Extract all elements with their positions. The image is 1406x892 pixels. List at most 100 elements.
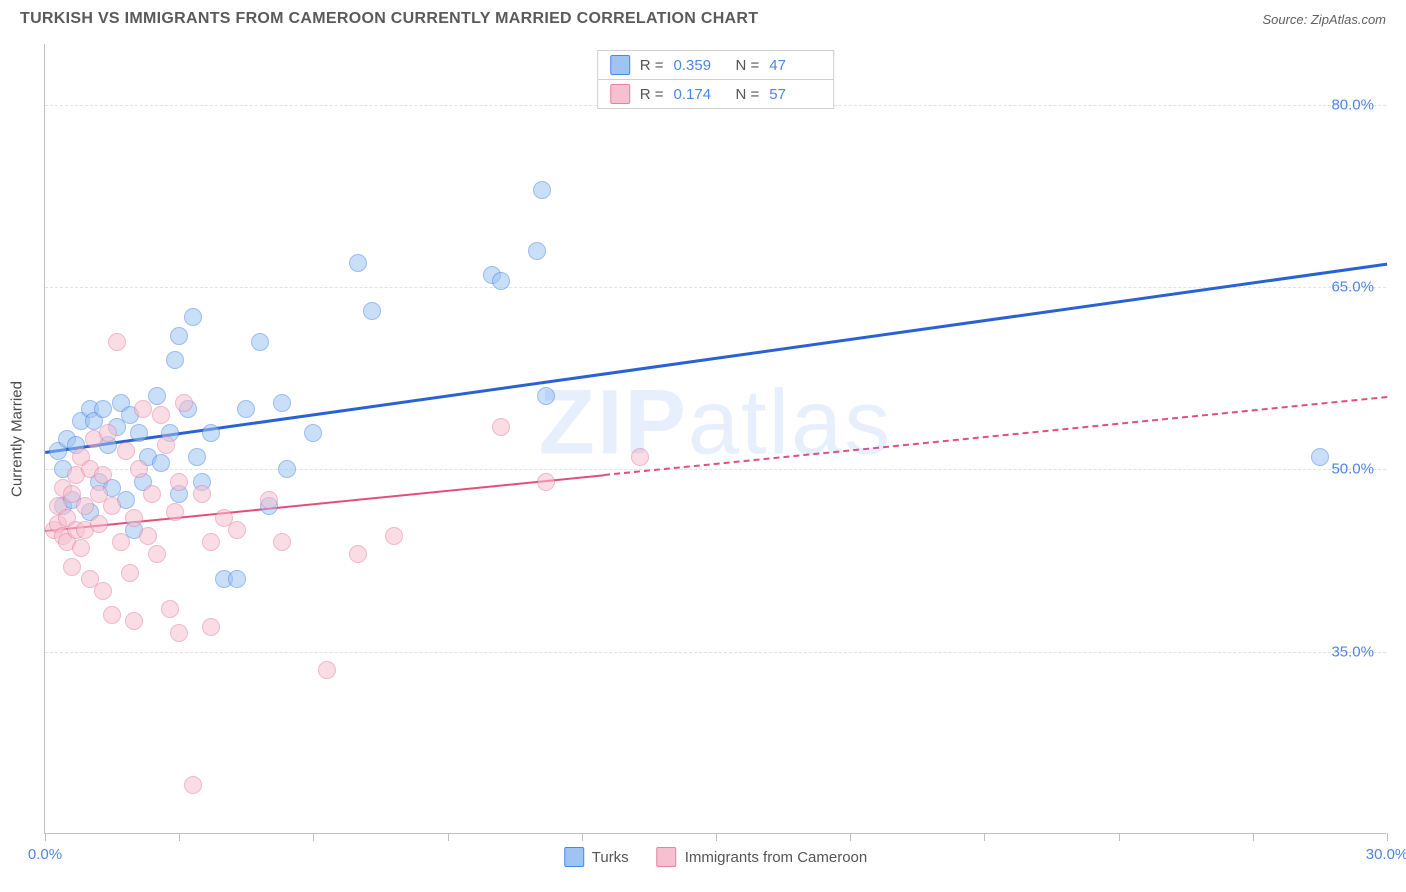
stat-n-label: N = (736, 57, 760, 74)
legend-item: Turks (564, 847, 629, 867)
x-tick (850, 833, 851, 841)
data-point (125, 612, 143, 630)
x-tick (716, 833, 717, 841)
data-point (143, 485, 161, 503)
trend-line (604, 396, 1387, 476)
data-point (533, 181, 551, 199)
data-point (202, 618, 220, 636)
legend-swatch (564, 847, 584, 867)
data-point (175, 394, 193, 412)
x-tick (313, 833, 314, 841)
data-point (72, 539, 90, 557)
series-legend: Turks Immigrants from Cameroon (564, 847, 868, 867)
y-tick-label: 50.0% (1331, 461, 1374, 478)
data-point (528, 242, 546, 260)
grid-line (45, 652, 1386, 653)
legend-item: Immigrants from Cameroon (657, 847, 868, 867)
data-point (134, 400, 152, 418)
data-point (537, 387, 555, 405)
trend-line (45, 263, 1387, 454)
x-tick (1119, 833, 1120, 841)
data-point (202, 424, 220, 442)
y-tick-label: 65.0% (1331, 279, 1374, 296)
legend-label: Turks (592, 849, 629, 866)
data-point (492, 418, 510, 436)
data-point (161, 600, 179, 618)
data-point (103, 497, 121, 515)
data-point (94, 582, 112, 600)
data-point (125, 509, 143, 527)
data-point (94, 400, 112, 418)
x-tick-label: 0.0% (28, 846, 62, 863)
data-point (251, 333, 269, 351)
data-point (349, 254, 367, 272)
data-point (1311, 448, 1329, 466)
data-point (130, 424, 148, 442)
data-point (228, 570, 246, 588)
data-point (260, 491, 278, 509)
x-tick (179, 833, 180, 841)
stats-legend-box: R = 0.359 N = 47 R = 0.174 N = 57 (597, 50, 835, 109)
x-tick (1387, 833, 1388, 841)
data-point (363, 302, 381, 320)
series-swatch (610, 55, 630, 75)
data-point (130, 460, 148, 478)
x-tick (984, 833, 985, 841)
grid-line (45, 469, 1386, 470)
stat-n-value: 57 (769, 86, 821, 103)
data-point (103, 606, 121, 624)
stat-n-value: 47 (769, 57, 821, 74)
data-point (63, 558, 81, 576)
stat-r-value: 0.174 (674, 86, 726, 103)
data-point (112, 533, 130, 551)
x-tick (45, 833, 46, 841)
data-point (193, 485, 211, 503)
x-tick (448, 833, 449, 841)
y-tick-label: 80.0% (1331, 96, 1374, 113)
data-point (170, 473, 188, 491)
data-point (170, 327, 188, 345)
data-point (152, 454, 170, 472)
y-tick-label: 35.0% (1331, 643, 1374, 660)
data-point (385, 527, 403, 545)
data-point (157, 436, 175, 454)
plot-area: 35.0%50.0%65.0%80.0%0.0%30.0% (45, 44, 1386, 833)
data-point (117, 442, 135, 460)
data-point (170, 624, 188, 642)
data-point (349, 545, 367, 563)
data-point (202, 533, 220, 551)
data-point (273, 533, 291, 551)
stats-row: R = 0.174 N = 57 (598, 80, 834, 108)
data-point (304, 424, 322, 442)
data-point (237, 400, 255, 418)
data-point (631, 448, 649, 466)
data-point (121, 564, 139, 582)
data-point (188, 448, 206, 466)
legend-label: Immigrants from Cameroon (685, 849, 868, 866)
stat-r-label: R = (640, 57, 664, 74)
data-point (139, 527, 157, 545)
grid-line (45, 287, 1386, 288)
data-point (492, 272, 510, 290)
x-tick-label: 30.0% (1366, 846, 1406, 863)
data-point (108, 333, 126, 351)
x-tick (582, 833, 583, 841)
data-point (94, 466, 112, 484)
data-point (228, 521, 246, 539)
stat-n-label: N = (736, 86, 760, 103)
data-point (184, 776, 202, 794)
y-axis-label: Currently Married (9, 381, 26, 497)
data-point (152, 406, 170, 424)
data-point (318, 661, 336, 679)
data-point (166, 503, 184, 521)
chart-area: Currently Married 35.0%50.0%65.0%80.0%0.… (44, 44, 1386, 834)
data-point (148, 545, 166, 563)
stat-r-label: R = (640, 86, 664, 103)
data-point (278, 460, 296, 478)
data-point (99, 424, 117, 442)
data-point (537, 473, 555, 491)
series-swatch (610, 84, 630, 104)
x-tick (1253, 833, 1254, 841)
data-point (166, 351, 184, 369)
stat-r-value: 0.359 (674, 57, 726, 74)
